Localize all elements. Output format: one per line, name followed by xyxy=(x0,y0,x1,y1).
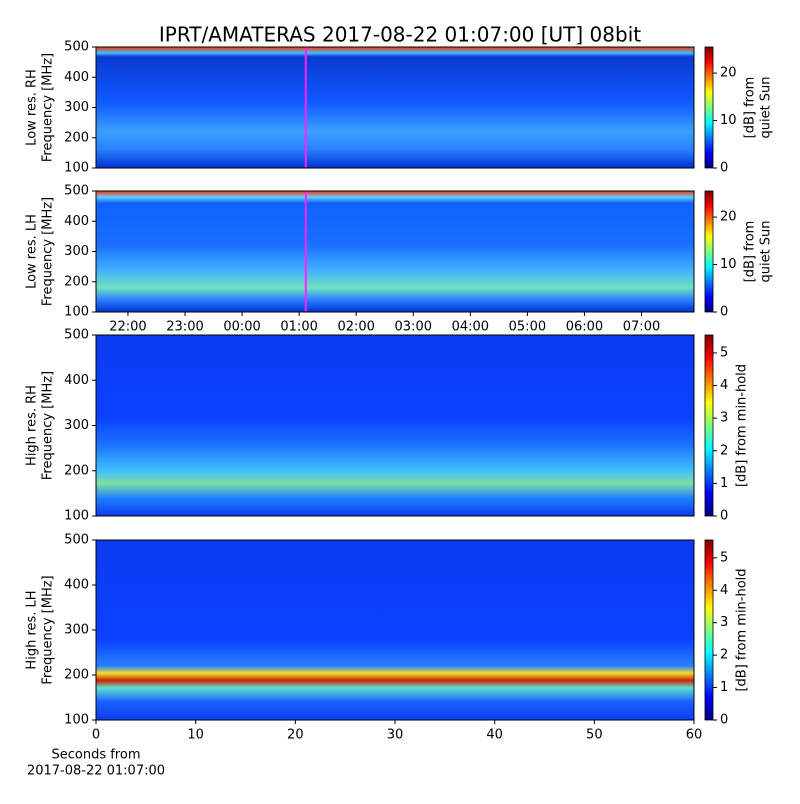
colorbar-label: [dB] from xyxy=(743,221,758,283)
colorbar-tick-label: 3 xyxy=(720,411,728,426)
y-tick-label: 300 xyxy=(64,244,89,259)
colorbar-tick-label: 5 xyxy=(720,345,728,360)
y-tick-label: 200 xyxy=(64,463,89,478)
colorbar-tick-label: 2 xyxy=(720,443,728,458)
y-tick-label: 200 xyxy=(64,130,89,145)
x-tick-label: 22:00 xyxy=(109,320,146,335)
x-axis-label: Seconds from xyxy=(51,748,140,763)
x-tick-label: 0 xyxy=(92,728,100,743)
y-tick-label: 400 xyxy=(64,214,89,229)
colorbar-label: quiet Sun xyxy=(759,220,774,282)
colorbar-tick-label: 3 xyxy=(720,615,728,630)
x-tick-label: 20 xyxy=(287,728,304,743)
y-tick-label: 300 xyxy=(64,418,89,433)
x-tick-label: 50 xyxy=(586,728,603,743)
chart-title: IPRT/AMATERAS 2017-08-22 01:07:00 [UT] 0… xyxy=(159,23,641,47)
y-tick-label: 500 xyxy=(64,184,89,199)
colorbar-tick-label: 1 xyxy=(720,476,728,491)
x-tick-label: 05:00 xyxy=(509,320,546,335)
colorbar-tick-label: 4 xyxy=(720,583,728,598)
x-tick-label: 00:00 xyxy=(223,320,260,335)
colorbar-tick-label: 1 xyxy=(720,680,728,695)
colorbar xyxy=(704,46,714,169)
y-tick-label: 200 xyxy=(64,274,89,289)
x-tick-label: 07:00 xyxy=(623,320,660,335)
colorbar xyxy=(704,334,714,517)
y-tick-label: 300 xyxy=(64,623,89,638)
colorbar-label: [dB] from xyxy=(743,77,758,139)
y-tick-label: 200 xyxy=(64,668,89,683)
x-tick-label: 10 xyxy=(187,728,204,743)
colorbar-label: [dB] from min-hold xyxy=(735,568,750,691)
y-axis-label: Low res. RH xyxy=(25,69,40,146)
colorbar-tick-label: 10 xyxy=(720,113,737,128)
x-tick-label: 23:00 xyxy=(166,320,203,335)
y-axis-label: High res. LH xyxy=(25,590,40,669)
colorbar-tick-label: 0 xyxy=(720,509,728,524)
x-tick-label: 01:00 xyxy=(280,320,317,335)
x-tick-label: 40 xyxy=(486,728,503,743)
y-tick-label: 500 xyxy=(64,328,89,343)
x-tick-label: 02:00 xyxy=(337,320,374,335)
y-tick-label: 500 xyxy=(64,40,89,55)
y-tick-label: 400 xyxy=(64,578,89,593)
y-tick-label: 500 xyxy=(64,533,89,548)
y-tick-label: 100 xyxy=(64,713,89,728)
colorbar-tick-label: 10 xyxy=(720,257,737,272)
y-axis-label: Frequency [MHz] xyxy=(41,53,56,162)
spectrogram xyxy=(96,540,694,720)
x-tick-label: 03:00 xyxy=(395,320,432,335)
colorbar-tick-label: 20 xyxy=(720,66,737,81)
y-tick-label: 100 xyxy=(64,509,89,524)
colorbar-label: quiet Sun xyxy=(759,76,774,138)
colorbar-tick-label: 0 xyxy=(720,161,728,176)
spectrogram xyxy=(96,191,694,312)
y-tick-label: 100 xyxy=(64,305,89,320)
colorbar-label: [dB] from min-hold xyxy=(735,364,750,487)
y-axis-label: High res. RH xyxy=(25,385,40,466)
colorbar-tick-label: 0 xyxy=(720,713,728,728)
colorbar xyxy=(704,539,714,721)
colorbar-tick-label: 20 xyxy=(720,210,737,225)
x-tick-label: 30 xyxy=(387,728,404,743)
colorbar xyxy=(704,190,714,313)
colorbar-tick-label: 2 xyxy=(720,648,728,663)
y-tick-label: 300 xyxy=(64,100,89,115)
spectrogram xyxy=(96,335,694,516)
x-axis-label: 2017-08-22 01:07:00 xyxy=(27,764,165,779)
x-tick-label: 04:00 xyxy=(452,320,489,335)
colorbar-tick-label: 5 xyxy=(720,550,728,565)
colorbar-tick-label: 0 xyxy=(720,305,728,320)
spectrogram xyxy=(96,47,694,168)
y-axis-label: Frequency [MHz] xyxy=(41,197,56,306)
colorbar-tick-label: 4 xyxy=(720,378,728,393)
x-tick-label: 06:00 xyxy=(566,320,603,335)
y-axis-label: Frequency [MHz] xyxy=(41,575,56,684)
x-tick-label: 60 xyxy=(686,728,703,743)
y-axis-label: Frequency [MHz] xyxy=(41,371,56,480)
y-tick-label: 400 xyxy=(64,373,89,388)
y-tick-label: 400 xyxy=(64,70,89,85)
y-tick-label: 100 xyxy=(64,161,89,176)
y-axis-label: Low res. LH xyxy=(25,214,40,289)
